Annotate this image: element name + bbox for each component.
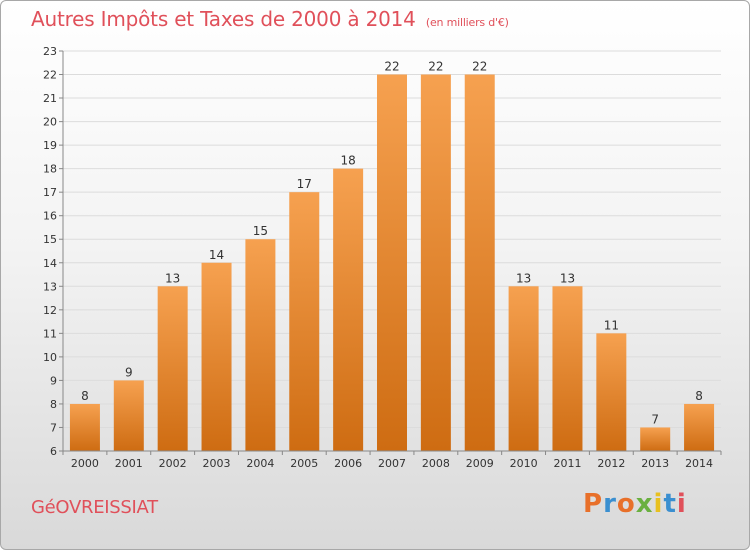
y-axis-ticks: 6 7 8 9 10 11 12 13 14 15 16 17 18 19 20 21 22 23 bbox=[43, 45, 63, 458]
data-label: 15 bbox=[253, 224, 268, 238]
data-label: 13 bbox=[165, 271, 180, 285]
x-tick-label: 2011 bbox=[553, 457, 581, 470]
y-tick-label: 21 bbox=[43, 92, 57, 105]
bar bbox=[552, 286, 583, 451]
x-tick-label: 2004 bbox=[246, 457, 274, 470]
y-tick-label: 15 bbox=[43, 233, 57, 246]
x-tick-label: 2013 bbox=[641, 457, 669, 470]
data-label: 22 bbox=[384, 60, 399, 74]
bar bbox=[420, 74, 451, 451]
data-label: 13 bbox=[560, 271, 575, 285]
bar bbox=[508, 286, 539, 451]
x-tick-label: 2001 bbox=[115, 457, 143, 470]
y-tick-label: 18 bbox=[43, 163, 57, 176]
bar bbox=[113, 380, 144, 451]
x-tick-label: 2007 bbox=[378, 457, 406, 470]
x-tick-label: 2002 bbox=[159, 457, 187, 470]
data-label: 22 bbox=[472, 60, 487, 74]
y-tick-label: 10 bbox=[43, 351, 57, 364]
data-label: 14 bbox=[209, 248, 224, 262]
town-name: GéOVREISSIAT bbox=[31, 497, 158, 518]
chart-title-text: Autres Impôts et Taxes de 2000 à 2014 bbox=[31, 7, 416, 31]
data-label: 8 bbox=[695, 389, 703, 403]
x-tick-label: 2008 bbox=[422, 457, 450, 470]
x-tick-label: 2000 bbox=[71, 457, 99, 470]
y-tick-label: 20 bbox=[43, 116, 57, 129]
data-label: 18 bbox=[340, 154, 355, 168]
y-tick-label: 13 bbox=[43, 280, 57, 293]
data-label: 9 bbox=[125, 365, 133, 379]
y-tick-label: 22 bbox=[43, 69, 57, 82]
chart-title: Autres Impôts et Taxes de 2000 à 2014 (e… bbox=[31, 7, 509, 31]
x-tick-label: 2006 bbox=[334, 457, 362, 470]
y-tick-label: 7 bbox=[50, 421, 57, 434]
bar bbox=[289, 192, 320, 452]
x-tick-label: 2009 bbox=[466, 457, 494, 470]
bar bbox=[640, 427, 671, 451]
data-label: 22 bbox=[428, 60, 443, 74]
bar bbox=[377, 74, 407, 451]
proxiti-logo[interactable]: Proxiti bbox=[583, 489, 687, 519]
y-tick-label: 8 bbox=[50, 398, 57, 411]
y-tick-label: 11 bbox=[43, 327, 57, 340]
data-label: 11 bbox=[604, 318, 619, 332]
bar bbox=[69, 403, 100, 451]
bar bbox=[157, 286, 188, 451]
bar bbox=[596, 333, 627, 451]
bar bbox=[464, 74, 495, 451]
data-label: 7 bbox=[651, 412, 659, 426]
x-tick-label: 2012 bbox=[597, 457, 625, 470]
y-tick-label: 14 bbox=[43, 257, 57, 270]
y-tick-label: 17 bbox=[43, 186, 57, 199]
logo-letter: i bbox=[653, 489, 664, 519]
logo-letter: P bbox=[583, 489, 604, 519]
y-tick-label: 6 bbox=[50, 445, 57, 458]
y-tick-label: 23 bbox=[43, 45, 57, 58]
logo-letter: o bbox=[616, 489, 636, 519]
axes bbox=[62, 51, 721, 452]
y-tick-label: 12 bbox=[43, 304, 57, 317]
bar bbox=[201, 262, 232, 451]
logo-letter: t bbox=[663, 489, 677, 519]
bar bbox=[245, 239, 276, 451]
bar bbox=[684, 403, 715, 451]
logo-letter: i bbox=[676, 489, 687, 519]
logo-letter: r bbox=[603, 489, 617, 519]
logo-letter: x bbox=[635, 489, 654, 519]
x-tick-label: 2010 bbox=[510, 457, 538, 470]
y-tick-label: 16 bbox=[43, 210, 57, 223]
y-tick-label: 9 bbox=[50, 374, 57, 387]
data-label: 17 bbox=[297, 177, 312, 191]
x-tick-label: 2005 bbox=[290, 457, 318, 470]
bar bbox=[333, 168, 364, 451]
data-label: 13 bbox=[516, 271, 531, 285]
data-labels: 8 9 13 14 15 17 18 22 22 22 13 13 11 7 8 bbox=[81, 60, 703, 427]
data-label: 8 bbox=[81, 389, 89, 403]
x-axis-ticks: 2000 2001 2002 2003 2004 2005 2006 2007 2008 2009… bbox=[62, 451, 722, 470]
x-tick-label: 2003 bbox=[203, 457, 231, 470]
chart-subtitle: (en milliers d'€) bbox=[425, 16, 509, 29]
y-tick-label: 19 bbox=[43, 139, 57, 152]
x-tick-label: 2014 bbox=[685, 457, 713, 470]
bars bbox=[69, 74, 715, 452]
